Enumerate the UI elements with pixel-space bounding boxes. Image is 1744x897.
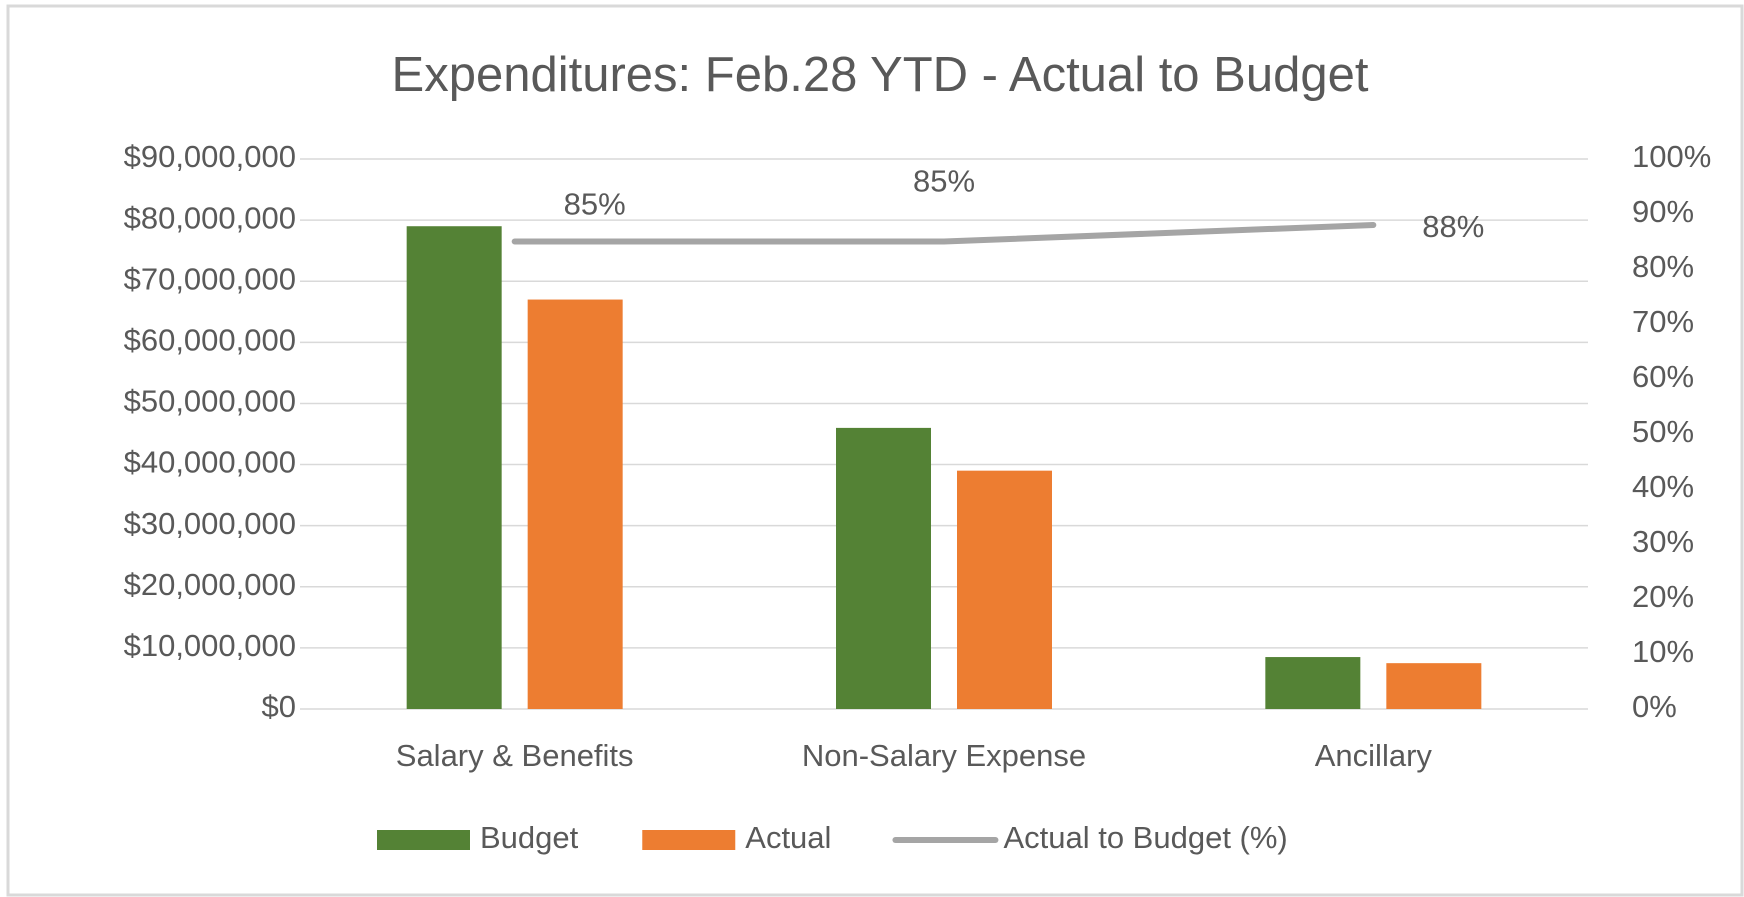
y-tick-label: $60,000,000 [124,323,296,358]
legend-label: Budget [480,820,579,855]
y-tick-label: $50,000,000 [124,384,296,419]
chart-title: Expenditures: Feb.28 YTD - Actual to Bud… [392,48,1369,102]
x-tick-label: Salary & Benefits [396,738,634,773]
y-tick-label: $90,000,000 [124,139,296,174]
y2-tick-label: 50% [1632,414,1694,449]
y2-tick-label: 90% [1632,194,1694,229]
data-label: 88% [1422,209,1484,244]
y2-tick-label: 30% [1632,524,1694,559]
y-tick-label: $10,000,000 [124,628,296,663]
bar [527,299,623,709]
y-tick-label: $40,000,000 [124,445,296,480]
x-tick-label: Ancillary [1315,738,1433,773]
legend-swatch [642,830,736,850]
bar [1386,663,1482,709]
y2-tick-label: 70% [1632,304,1694,339]
legend-label: Actual [745,820,831,855]
y2-tick-label: 80% [1632,249,1694,284]
y2-tick-label: 10% [1632,634,1694,669]
y2-tick-label: 60% [1632,359,1694,394]
y-tick-label: $80,000,000 [124,200,296,235]
y-tick-label: $30,000,000 [124,506,296,541]
bar [1265,657,1361,709]
y2-tick-label: 40% [1632,469,1694,504]
y-tick-label: $20,000,000 [124,567,296,602]
data-label: 85% [913,164,975,199]
y2-tick-label: 0% [1632,689,1677,724]
line [511,222,1377,245]
y2-tick-label: 100% [1632,139,1711,174]
bar [406,226,502,709]
y-tick-label: $70,000,000 [124,261,296,296]
bar [836,427,931,709]
data-label: 85% [564,187,626,222]
bar [957,470,1052,709]
x-tick-label: Non-Salary Expense [802,738,1086,773]
y2-tick-label: 20% [1632,579,1694,614]
y-tick-label: $0 [262,689,296,724]
legend-label: Actual to Budget (%) [1003,820,1287,855]
legend-swatch [377,830,470,850]
